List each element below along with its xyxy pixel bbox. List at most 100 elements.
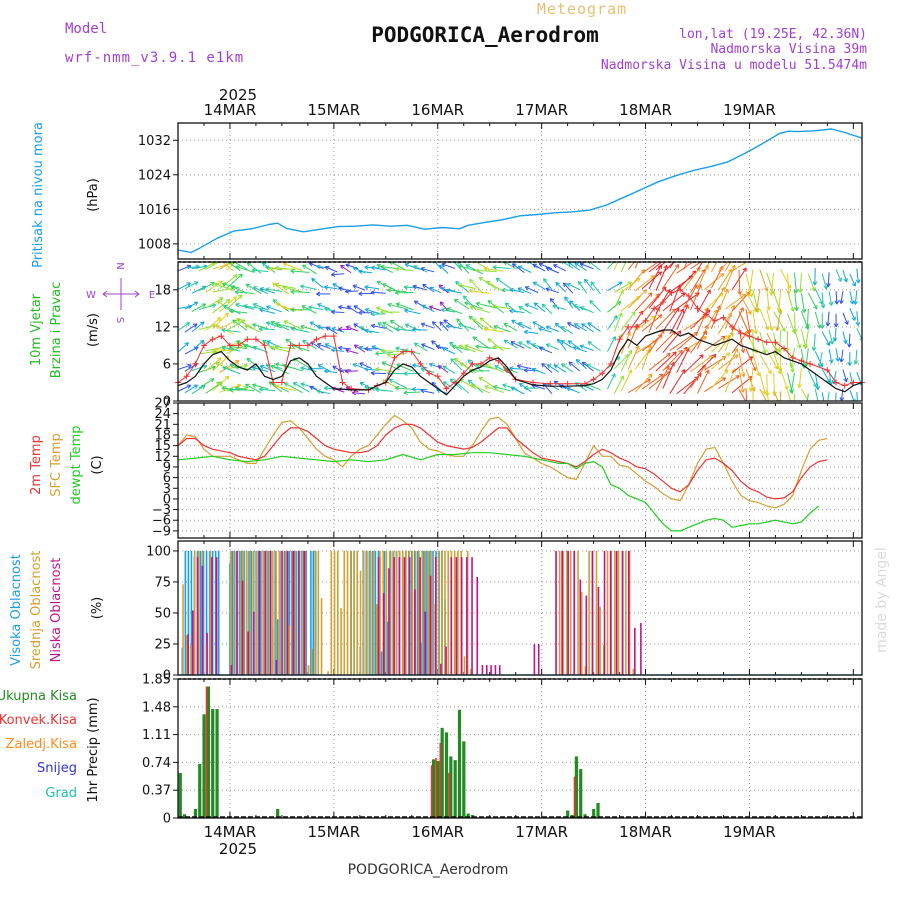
wind-arrow-head (523, 385, 528, 391)
wind-arrow (502, 384, 518, 390)
wind-arrow-head (442, 365, 448, 370)
wind-arrow (178, 265, 192, 272)
wind-arrow (752, 310, 757, 334)
wind-arrow (648, 264, 662, 290)
wind-arrow-head (769, 326, 774, 331)
wind-arrow (849, 307, 856, 321)
wind-arrow (184, 323, 198, 333)
wind-arrow-head (261, 262, 267, 267)
wind-arrow-head (458, 344, 463, 349)
wind-arrow-head (839, 358, 844, 363)
wind-arrow-head (389, 319, 395, 325)
wind-arrow (233, 262, 248, 270)
wind-arrow-head (579, 262, 585, 267)
temp-ytick-label: 9 (163, 460, 171, 475)
wind-arrow-head (519, 383, 524, 388)
wind-arrow (634, 292, 653, 312)
wind-arrow (404, 309, 421, 315)
wind-arrow (469, 278, 484, 294)
wind-gust-marker (703, 311, 710, 318)
bottom-day-label: 17MAR (515, 823, 568, 841)
wind-arrow-head (382, 283, 387, 288)
wind-arrow-head (796, 344, 802, 349)
wind-arrow-head (455, 280, 460, 286)
wind-arrow (750, 368, 754, 392)
wind-arrow (790, 372, 795, 393)
bottom-day-label: 16MAR (411, 823, 464, 841)
wind-gust-marker (296, 342, 303, 349)
wind-arrow (778, 289, 782, 312)
wind-arrow-head (338, 326, 343, 332)
pressure-ytick-label: 1008 (138, 237, 171, 252)
wind-arrow (213, 349, 234, 352)
wind-arrow (545, 326, 560, 332)
wind-arrow (662, 307, 680, 332)
wind-arrow (766, 309, 773, 331)
wind-arrow-head (707, 248, 710, 252)
wind-arrow-head (829, 340, 834, 345)
wind-arrow-head (405, 323, 410, 328)
wind-arrow (191, 339, 205, 352)
cloud-panel: 0 25 50 75 100 (146, 540, 863, 684)
wind-arrow-head (776, 307, 782, 312)
wind-arrow-head (269, 345, 274, 350)
wind-arrow-head (302, 339, 307, 345)
wind-arrow (564, 296, 574, 309)
wind-arrow-head (283, 262, 288, 267)
compass-w: W (86, 290, 96, 301)
wind-gust-marker (720, 314, 727, 321)
wind-arrow (178, 384, 191, 392)
wind-arrow-head (503, 339, 509, 344)
wind-arrow-head (503, 322, 508, 328)
wind-arrow-head (619, 375, 624, 380)
wind-arrow-head (437, 365, 443, 370)
wind-ytick-label: 18 (154, 283, 171, 298)
wind-arrow (542, 383, 553, 395)
wind-arrow-head (331, 309, 336, 315)
precip-conv-bar (430, 765, 433, 818)
wind-arrow-head (631, 311, 636, 316)
wind-arrow (738, 389, 747, 401)
wind-arrow (621, 277, 641, 293)
wind-arrow-head (574, 323, 579, 328)
wind-arrow (814, 311, 821, 329)
wind-arrow-head (252, 366, 257, 371)
wind-gust-marker (339, 379, 346, 386)
wind-arrow (222, 346, 241, 352)
wind-arrow (731, 356, 754, 373)
wind-arrow-head (259, 387, 264, 392)
wind-arrow-head (469, 305, 475, 311)
wind-arrow (627, 323, 639, 349)
wind-arrow-head (492, 344, 497, 350)
wind-arrow-head (641, 249, 645, 253)
wind-arrow (268, 381, 283, 393)
wind-arrow (557, 338, 567, 351)
wind-arrow-head (268, 266, 273, 272)
wind-arrow-head (275, 362, 280, 367)
wind-arrow (711, 352, 731, 370)
wind-arrow (420, 389, 435, 394)
wind-arrow-head (684, 304, 689, 309)
wind-arrow (555, 282, 567, 293)
wind-arrow (422, 283, 435, 293)
wind-arrow (198, 282, 215, 292)
wind-arrow (438, 365, 449, 374)
wind-arrow (332, 365, 345, 373)
wind-arrow (620, 349, 632, 372)
wind-arrow (641, 373, 664, 390)
wind-arrow (338, 287, 352, 292)
wind-arrow (856, 392, 858, 401)
wind-arrow-head (568, 361, 574, 366)
precip-total-bar (193, 808, 198, 818)
compass-arrows (102, 278, 140, 310)
compass-s: S (114, 317, 125, 323)
wind-arrow (291, 344, 310, 352)
wind-arrow-head (441, 262, 446, 268)
wind-arrow (284, 382, 303, 394)
wind-arrow-head (511, 263, 517, 268)
bottom-day-label: 18MAR (619, 823, 672, 841)
wind-arrow-head (234, 386, 240, 391)
wind-arrow (525, 303, 539, 311)
wind-arrow (581, 323, 594, 333)
wind-arrow-head (300, 284, 305, 289)
